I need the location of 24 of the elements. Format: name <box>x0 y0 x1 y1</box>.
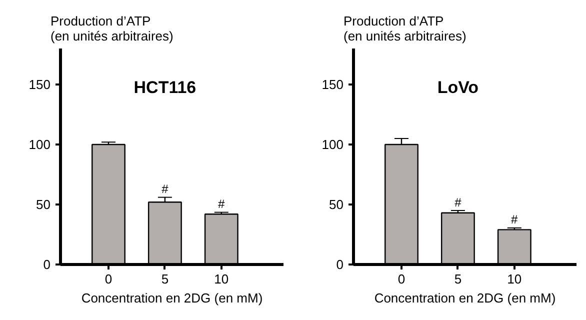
y-tick-label: 0 <box>336 257 344 272</box>
x-tick-label: 0 <box>104 272 112 286</box>
x-tick-label: 5 <box>161 272 169 286</box>
x-axis-title: Concentration en 2DG (en mM) <box>81 290 263 306</box>
annotation: # <box>162 182 169 196</box>
annotation: # <box>218 197 226 212</box>
annotation: # <box>511 212 518 227</box>
y-tick-label: 100 <box>322 137 344 152</box>
y-axis-title: Production d’ATP (en unités arbitraires) <box>50 14 174 44</box>
x-tick-label: 10 <box>214 272 229 286</box>
x-tick-label: 5 <box>454 272 462 286</box>
x-tick-label: 10 <box>507 272 522 286</box>
y-tick-label: 100 <box>28 137 51 152</box>
annotation: # <box>454 195 462 210</box>
y-tick-label: 50 <box>36 197 51 212</box>
x-axis-title: Concentration en 2DG (en mM) <box>374 290 556 306</box>
x-tick-label: 0 <box>398 272 406 286</box>
text: HCT116 <box>134 78 196 97</box>
y-tick-label: 0 <box>43 257 51 272</box>
y-axis-title: Production d’ATP (en unités arbitraires) <box>344 14 466 44</box>
y-tick-label: 150 <box>28 77 51 92</box>
y-tick-label: 150 <box>322 77 344 92</box>
text: LoVo <box>437 78 479 97</box>
y-tick-label: 50 <box>329 197 344 212</box>
